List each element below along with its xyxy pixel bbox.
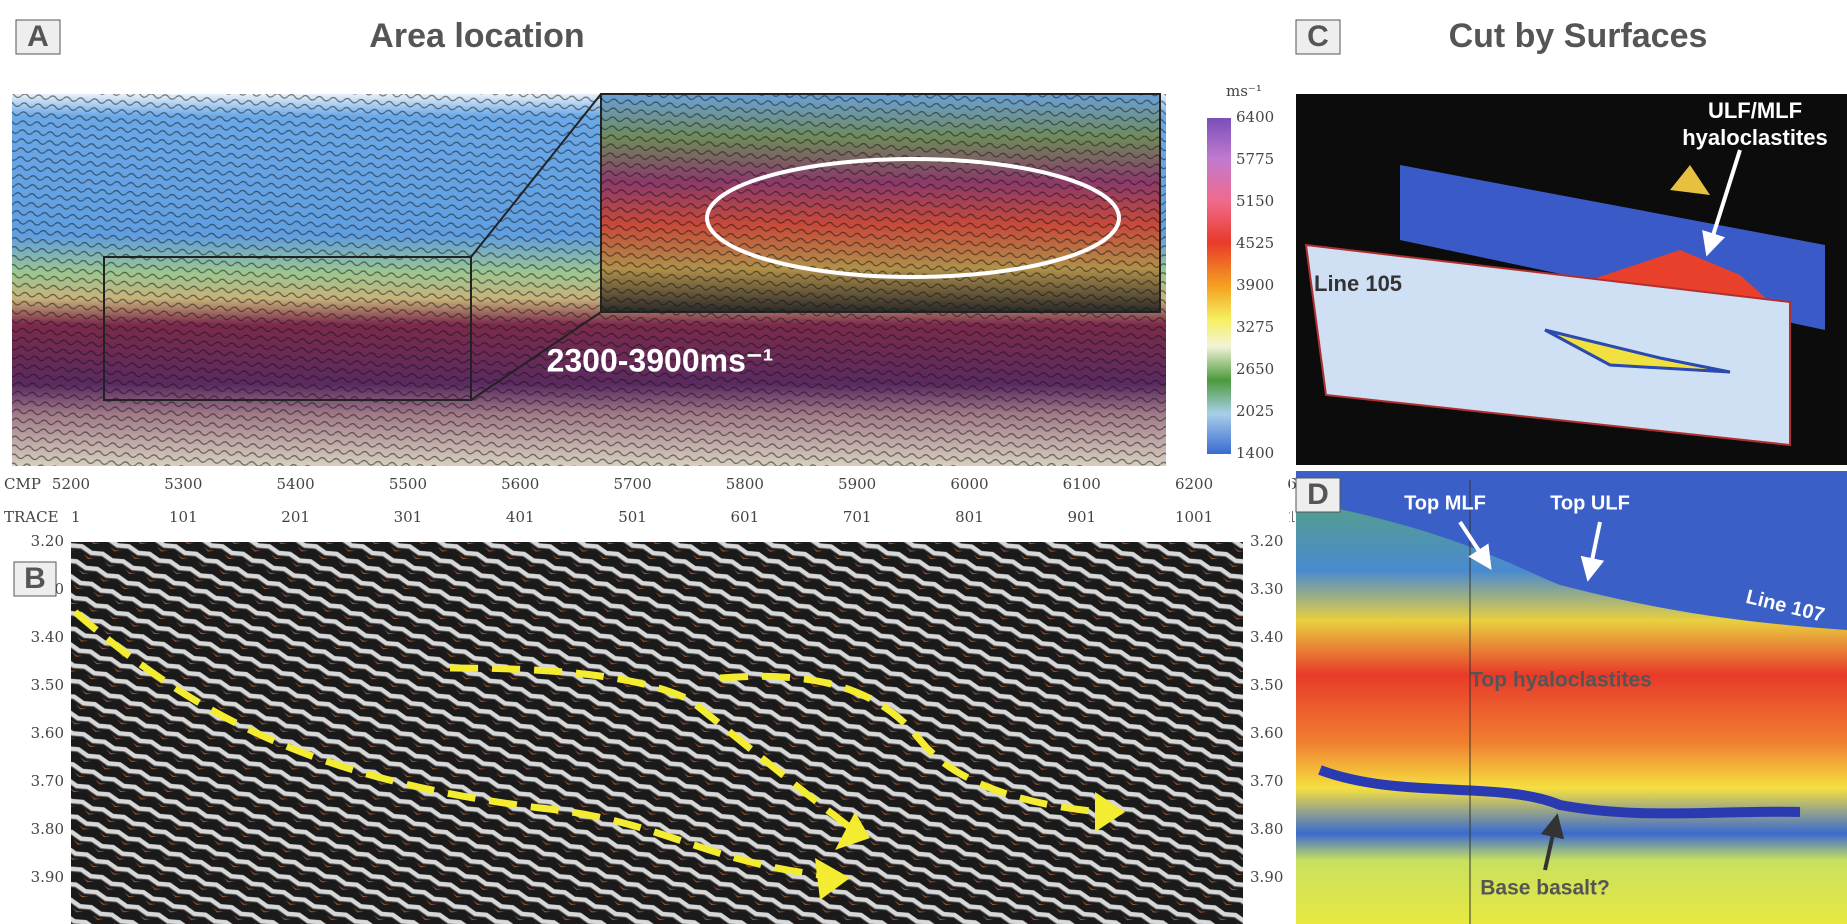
- panel-title: Cut by Surfaces: [1449, 17, 1708, 55]
- zoom-connector: [470, 311, 602, 401]
- panel-c: C Cut by Surfaces ULF/MLF hyaloclastites…: [1295, 17, 1847, 465]
- panel-label: B: [24, 562, 46, 595]
- arrow: [1540, 813, 1565, 871]
- trace-label: 301: [394, 508, 423, 526]
- time-label: 3.90: [1250, 868, 1283, 886]
- panel-label-box: [13, 561, 57, 597]
- panel-d: D Top MLF Top ULF Line 107 Top hyaloclas…: [1295, 471, 1847, 924]
- time-label: 3.40: [31, 628, 64, 646]
- time-label: 3.30: [1250, 580, 1283, 598]
- highlight-ellipse: [705, 157, 1121, 279]
- dashed-horizon: [449, 664, 863, 838]
- colorbar-labels: 6400 5775 5150 4525 3900 3275 2650 2025 1400: [1236, 108, 1274, 462]
- trace-label: 1001: [1175, 508, 1213, 526]
- arrow: [1580, 521, 1605, 582]
- time-label: 3.80: [31, 820, 64, 838]
- cmp-label: 5300: [164, 475, 202, 493]
- colorbar-label: 3900: [1236, 276, 1274, 294]
- trace-label: 801: [955, 508, 984, 526]
- panel-label-box: [15, 19, 61, 55]
- panel-label-box: [1295, 477, 1341, 513]
- time-label: 3.20: [31, 532, 64, 550]
- cmp-label: 5600: [501, 475, 539, 493]
- colorbar-unit: ms⁻¹: [1226, 82, 1262, 100]
- annotation: Top ULF: [1550, 492, 1630, 514]
- annotation: ULF/MLF: [1708, 98, 1802, 123]
- colorbar-label: 2025: [1236, 402, 1274, 420]
- cmp-label: 5400: [277, 475, 315, 493]
- trace-label: 601: [731, 508, 760, 526]
- time-label: 3.20: [1250, 532, 1283, 550]
- zoom-connector: [470, 93, 602, 258]
- trace-label: 401: [506, 508, 535, 526]
- trace-label: 101: [169, 508, 198, 526]
- annotation: Top MLF: [1404, 492, 1486, 514]
- cmp-label: 5700: [613, 475, 651, 493]
- colorbar-label: 6400: [1236, 108, 1274, 126]
- colorbar-label: 3275: [1236, 318, 1274, 336]
- panel-label: D: [1307, 478, 1329, 511]
- inset-texture: [601, 94, 1160, 312]
- time-label: 3.60: [1250, 724, 1283, 742]
- time-label: 3.70: [1250, 772, 1283, 790]
- colorbar-label: 4525: [1236, 234, 1274, 252]
- horizon-arrows: [72, 609, 1101, 879]
- time-label: 3.90: [31, 868, 64, 886]
- cmp-label: 5500: [389, 475, 427, 493]
- colorbar-label: 5150: [1236, 192, 1274, 210]
- panel-title: Area location: [369, 17, 584, 55]
- panel-label-box: [1295, 19, 1341, 55]
- arrow: [1458, 520, 1492, 571]
- trace-label: 201: [281, 508, 310, 526]
- annotation: Base basalt?: [1480, 877, 1610, 900]
- cmp-label: 5200: [52, 475, 90, 493]
- time-label: 3.40: [1250, 628, 1283, 646]
- trace-label: 1: [71, 508, 81, 526]
- arrow: [1702, 149, 1742, 257]
- intersection: [1544, 328, 1731, 374]
- zoom-box: [103, 256, 472, 401]
- line-105-plane: [1304, 243, 1791, 447]
- colorbar: [1207, 118, 1231, 454]
- cmp-label: 5900: [838, 475, 876, 493]
- colorbar-label: 2650: [1236, 360, 1274, 378]
- axis-title: CMP: [4, 475, 41, 493]
- time-label: 3.50: [31, 676, 64, 694]
- panel-a: A Area location 2300-3900ms⁻¹ ms⁻¹ 6400 5…: [12, 17, 1274, 466]
- hyaloclastite-peak: [1670, 165, 1710, 195]
- cmp-label: 6000: [950, 475, 988, 493]
- upper-surface: [1296, 471, 1847, 630]
- axis-title: TRACE: [4, 508, 59, 526]
- line-label: Line 105: [1314, 271, 1402, 296]
- panel-label: C: [1307, 20, 1329, 53]
- panel-label: A: [27, 20, 49, 53]
- colorbar-label: 5775: [1236, 150, 1274, 168]
- time-label: 3.70: [31, 772, 64, 790]
- time-label: 3.50: [1250, 676, 1283, 694]
- base-horizon: [1318, 765, 1801, 819]
- annotation: Top hyaloclastites: [1470, 669, 1652, 692]
- cmp-label: 6200: [1175, 475, 1213, 493]
- divider: [1290, 0, 1292, 924]
- dashed-horizon: [719, 672, 1101, 816]
- cmp-label: 6100: [1063, 475, 1101, 493]
- trace-label: 501: [618, 508, 647, 526]
- annotation: hyaloclastites: [1682, 125, 1828, 150]
- velocity-annotation: 2300-3900ms⁻¹: [547, 342, 774, 378]
- time-label: 3.60: [31, 724, 64, 742]
- trace-label: 901: [1067, 508, 1096, 526]
- trace-label: 701: [843, 508, 872, 526]
- cmp-label: 5800: [726, 475, 764, 493]
- time-label: 3.80: [1250, 820, 1283, 838]
- colorbar-label: 1400: [1236, 444, 1274, 462]
- seismic-wiggles: [71, 542, 1243, 924]
- dashed-horizon: [72, 609, 821, 879]
- panel-b: CMP TRACE 5200 1 5300 101 5400 201 5500 301 5600 40…: [4, 475, 1550, 924]
